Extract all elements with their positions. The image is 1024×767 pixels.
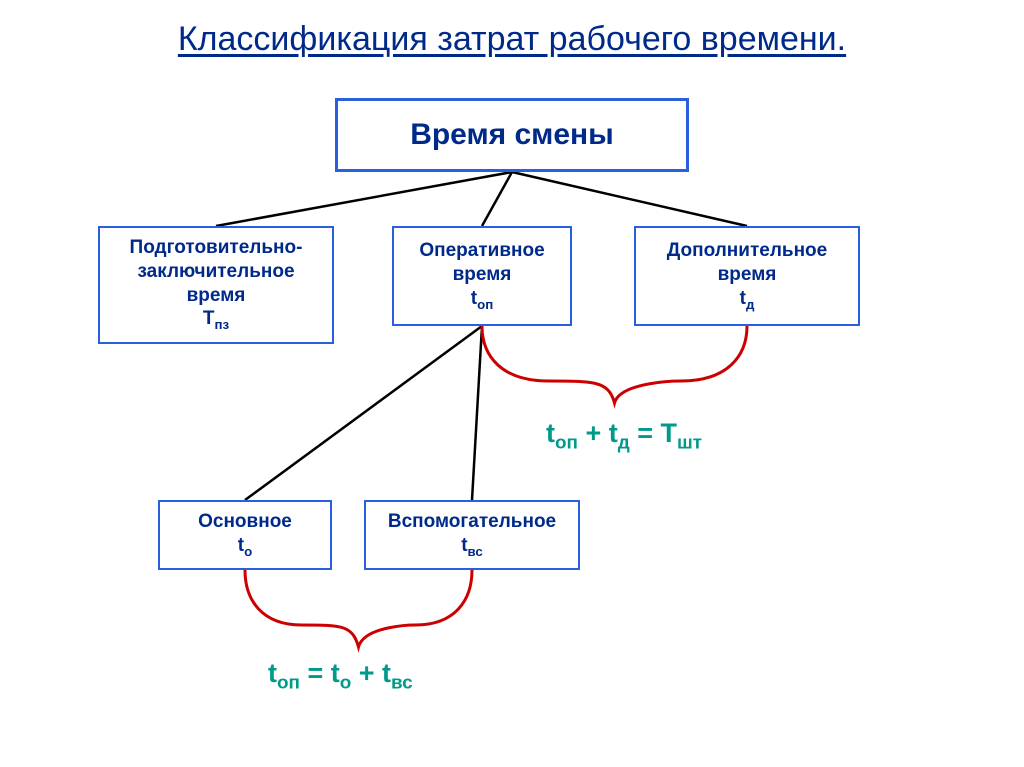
node-main-time: Основноеtо — [158, 500, 332, 570]
diagram-canvas: Классификация затрат рабочего времени. В… — [0, 0, 1024, 767]
page-title: Классификация затрат рабочего времени. — [0, 20, 1024, 59]
node-additional-time: Дополнительноевремяtд — [634, 226, 860, 326]
node-root: Время смены — [335, 98, 689, 172]
node-auxiliary-time: Вспомогательноеtвс — [364, 500, 580, 570]
node-operative-time: Оперативноевремяtоп — [392, 226, 572, 326]
formula-operative-time: tоп = tо + tвс — [268, 658, 413, 694]
formula-shift-time: tоп + tд = Tшт — [546, 418, 702, 454]
node-prep-final-time: Подготовительно-заключительноевремяTпз — [98, 226, 334, 344]
